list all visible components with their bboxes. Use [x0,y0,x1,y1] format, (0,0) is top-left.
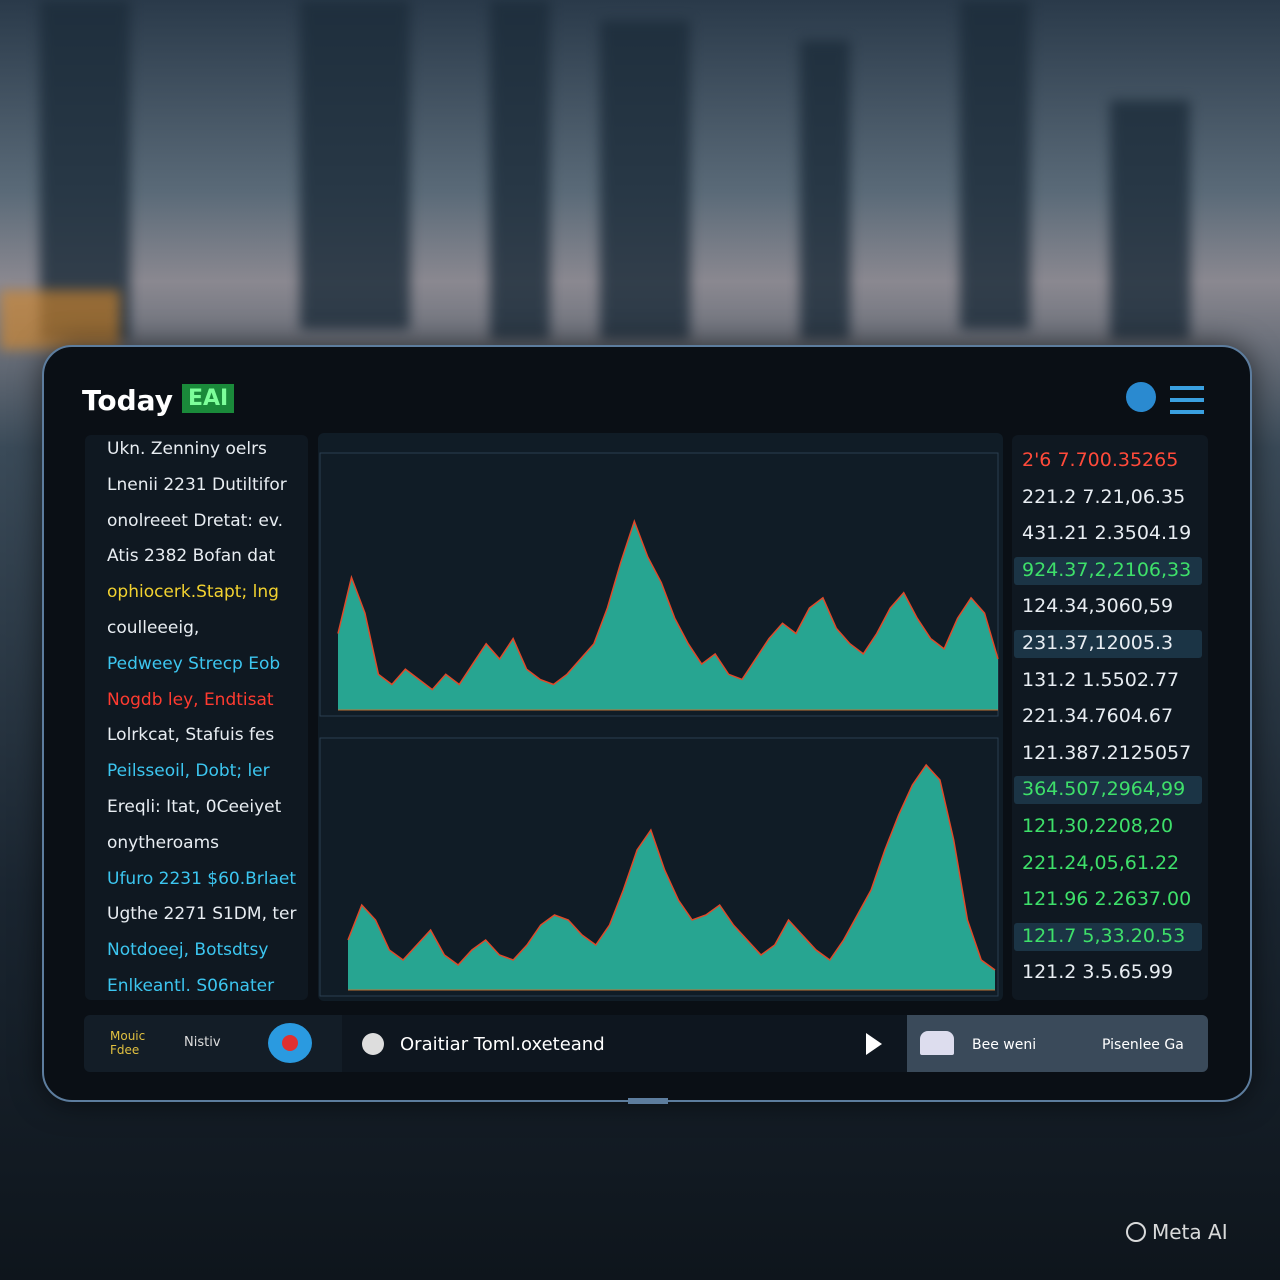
menu-icon[interactable] [1170,386,1204,414]
number-row: 431.21 2.3504.19 [1022,522,1192,545]
list-item: onolreeet Dretat: ev. [107,510,284,531]
side-panel [907,1015,1208,1072]
number-row: 121.387.2125057 [1022,741,1192,764]
row-highlight [1014,556,1202,585]
row-highlight [1014,776,1202,805]
list-item: Peilsseoil, Dobt; ler [107,761,270,782]
record-button[interactable] [268,1023,312,1063]
list-item: Pedweey Strecp Eob [107,653,281,674]
number-row: 221.2 7.21,06.35 [1022,485,1186,508]
watermark: Meta AI [1126,1220,1228,1244]
chart-panel [318,433,1003,1001]
list-item: Enlkeantl. S06nater [107,976,275,996]
play-button[interactable] [866,1033,882,1055]
cloud-icon[interactable] [1126,382,1156,412]
row-highlight [1014,630,1202,658]
player [342,1015,907,1072]
number-row: 364.507,2964,99 [1022,778,1186,801]
number-row: 121.7 5,33.20.53 [1022,924,1186,947]
area [348,765,995,990]
number-row: 124.34,3060,59 [1022,595,1174,618]
number-row: 121.96 2.2637.00 [1022,888,1192,911]
stand [628,1098,668,1104]
badge: EAI [182,384,235,413]
list-item: Notdoeej, Botsdtsy [107,940,269,961]
left-list: Ukn. Zenniny oelrs Lnenii 2231 Dutiltifor… [85,435,308,1000]
number-row: 231.37,12005.3 [1022,632,1174,654]
globe-icon [362,1033,384,1055]
list-item: coulleeeig, [107,618,200,638]
number-row: 221.34.7604.67 [1022,705,1174,728]
list-item: Lnenii 2231 Dutiltifor [107,474,287,495]
watermark-text: Meta AI [1152,1220,1228,1244]
right-list: 2'6 7.700.35265 221.2 7.21,06.35 431.21 2.… [1012,435,1208,1000]
number-row: 131.2 1.5502.77 [1022,668,1180,691]
list-item: Ugthe 2271 S1DM, ter [107,904,297,925]
number-row: 2'6 7.700.35265 [1022,449,1179,471]
number-row: 221.24,05,61.22 [1022,851,1180,874]
label: Bee weni [972,1037,1037,1053]
list-item: Atis 2382 Bofan dat [107,546,276,567]
device-icon [920,1031,954,1055]
area-line [337,519,999,691]
number-row: 121.2 3.5.65.99 [1022,961,1174,984]
plot-frame [319,737,999,997]
logo[interactable]: Nistiv [184,1035,221,1050]
area-line [347,763,996,971]
row-highlight [1014,922,1202,951]
plot-frame [319,452,999,717]
list-item: Ereqli: Itat, 0Ceeiyet [107,797,282,817]
list-item: Nogdb ley, Endtisat [107,689,274,710]
area [338,521,998,710]
charts [319,452,999,997]
list-item: onytheroams [107,832,219,853]
list-item: Ukn. Zenniny oelrs [107,439,267,459]
list-item: ophiocerk.Stapt; lng [107,582,279,603]
track-name: Oraitiar Toml.oxeteand [400,1034,605,1055]
footer: Mouic Fdee Nistiv Oraitiar Toml.oxeteand… [84,1015,1208,1072]
list-item: Ufuro 2231 $60.Brlaet [107,868,297,889]
number-row: 121,30,2208,20 [1022,815,1174,837]
logo[interactable]: Mouic Fdee [110,1029,146,1057]
number-row: 924.37,2,2106,33 [1022,558,1192,581]
title: Today [82,384,173,417]
label: Pisenlee Ga [1102,1037,1184,1053]
list-item: Lolrkcat, Stafuis fes [107,725,275,746]
